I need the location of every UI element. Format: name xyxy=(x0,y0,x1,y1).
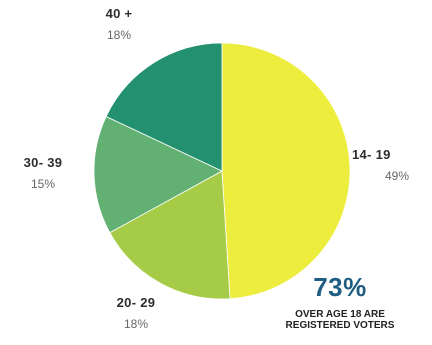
category-label: 14- 19 xyxy=(352,147,391,162)
category-label: 20- 29 xyxy=(116,295,156,310)
label-30-39: 30- 39 15% xyxy=(3,155,83,191)
percent-label: 18% xyxy=(123,317,149,331)
callout-line-2: REGISTERED VOTERS xyxy=(285,320,395,331)
callout-note: OVER AGE 18 ARE REGISTERED VOTERS xyxy=(248,309,432,331)
label-14-19: 14- 19 49% xyxy=(352,147,432,183)
callout-line-1: OVER AGE 18 ARE xyxy=(295,309,385,320)
pie-slice-14-19 xyxy=(221,42,351,300)
category-label: 30- 39 xyxy=(23,155,63,170)
category-label: 40 + xyxy=(105,6,133,21)
pie-slice-30-39 xyxy=(93,115,223,234)
pie-slice-40 xyxy=(105,42,223,172)
percent-label: 18% xyxy=(106,28,132,42)
pie-slice-20-29 xyxy=(109,170,231,300)
registered-voters-callout: 73% OVER AGE 18 ARE REGISTERED VOTERS xyxy=(248,272,432,331)
percent-label: 15% xyxy=(30,177,56,191)
label-20-29: 20- 29 18% xyxy=(96,295,176,331)
label-40-plus: 40 + 18% xyxy=(79,6,159,42)
callout-value: 73% xyxy=(313,272,367,302)
percent-label: 49% xyxy=(385,169,410,183)
